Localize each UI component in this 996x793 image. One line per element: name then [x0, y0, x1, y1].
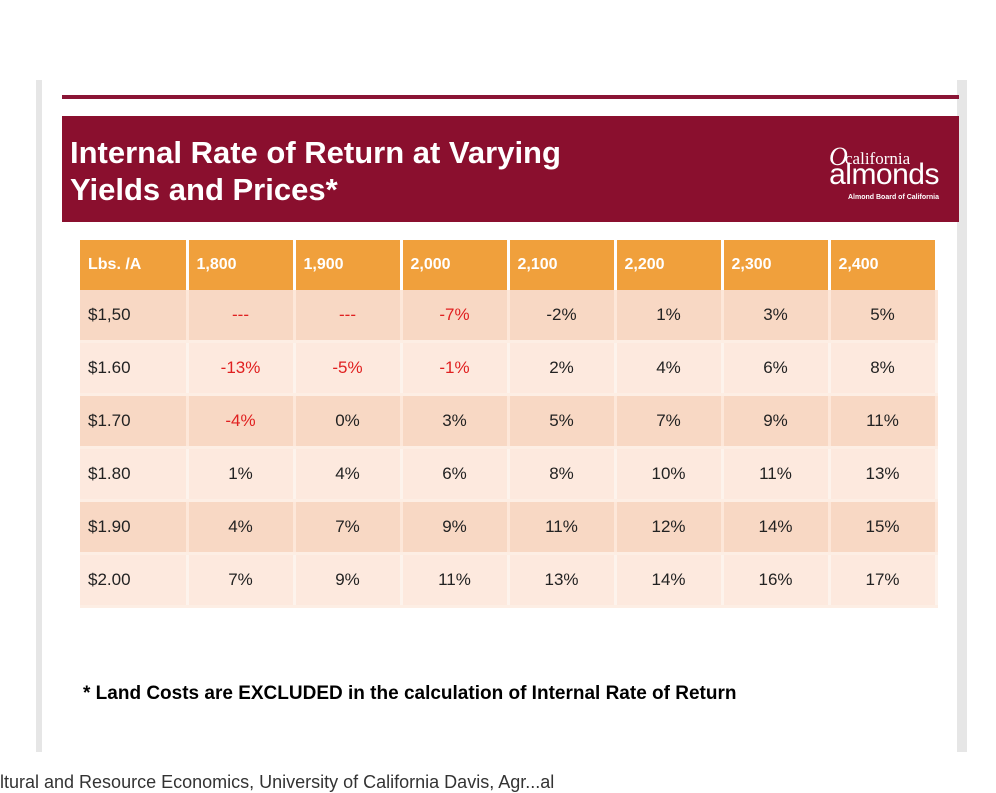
table-row: $1.60 -13% -5% -1% 2% 4% 6% 8% — [80, 341, 938, 396]
irr-cell: 11% — [829, 394, 938, 449]
header-cell: 1,900 — [294, 240, 403, 290]
slide-title: Internal Rate of Return at Varying Yield… — [70, 135, 561, 207]
irr-cell: -13% — [187, 341, 296, 396]
irr-cell: 1% — [187, 447, 296, 502]
irr-cell: 14% — [722, 500, 831, 555]
right-scroll-gutter — [957, 80, 967, 752]
irr-cell: 7% — [615, 394, 724, 449]
header-cell: 1,800 — [187, 240, 296, 290]
irr-cell: 4% — [187, 500, 296, 555]
california-almonds-logo: O california almonds Almond Board of Cal… — [829, 142, 939, 202]
irr-cell: 10% — [615, 447, 724, 502]
irr-cell: --- — [294, 290, 403, 343]
irr-cell: 9% — [722, 394, 831, 449]
header-cell: Lbs. /A — [80, 240, 189, 290]
irr-cell: 9% — [401, 500, 510, 555]
page-caption: ltural and Resource Economics, Universit… — [0, 772, 555, 792]
irr-cell: 16% — [722, 553, 831, 608]
irr-cell: 4% — [294, 447, 403, 502]
logo-subtitle: Almond Board of California — [848, 194, 939, 201]
top-rule — [62, 95, 959, 99]
table-row: $1,50 --- --- -7% -2% 1% 3% 5% — [80, 290, 938, 343]
price-cell: $1.60 — [80, 341, 189, 396]
irr-cell: -1% — [401, 341, 510, 396]
irr-cell: 17% — [829, 553, 938, 608]
price-cell: $1.80 — [80, 447, 189, 502]
irr-cell: 1% — [615, 290, 724, 343]
footnote: * Land Costs are EXCLUDED in the calcula… — [83, 683, 737, 704]
table-header-row: Lbs. /A 1,800 1,900 2,000 2,100 2,200 2,… — [80, 240, 938, 290]
table-row: $1.80 1% 4% 6% 8% 10% 11% 13% — [80, 447, 938, 502]
irr-cell: 3% — [722, 290, 831, 343]
irr-cell: -7% — [401, 290, 510, 343]
irr-cell: 13% — [508, 553, 617, 608]
irr-cell: -2% — [508, 290, 617, 343]
irr-cell: 13% — [829, 447, 938, 502]
title-banner: Internal Rate of Return at Varying Yield… — [62, 116, 959, 222]
irr-cell: --- — [187, 290, 296, 343]
irr-cell: 14% — [615, 553, 724, 608]
logo-big-text: almonds — [829, 158, 939, 191]
irr-cell: 0% — [294, 394, 403, 449]
irr-cell: 8% — [508, 447, 617, 502]
header-cell: 2,300 — [722, 240, 831, 290]
irr-cell: 4% — [615, 341, 724, 396]
header-cell: 2,400 — [829, 240, 938, 290]
irr-table: Lbs. /A 1,800 1,900 2,000 2,100 2,200 2,… — [80, 240, 938, 608]
irr-cell: 12% — [615, 500, 724, 555]
irr-cell: 5% — [508, 394, 617, 449]
irr-cell: 7% — [294, 500, 403, 555]
irr-cell: 6% — [401, 447, 510, 502]
price-cell: $1,50 — [80, 290, 189, 343]
irr-cell: 8% — [829, 341, 938, 396]
table-row: $1.90 4% 7% 9% 11% 12% 14% 15% — [80, 500, 938, 555]
irr-cell: 11% — [508, 500, 617, 555]
irr-cell: 5% — [829, 290, 938, 343]
header-cell: 2,200 — [615, 240, 724, 290]
header-cell: 2,100 — [508, 240, 617, 290]
logo-small-text: california — [845, 149, 911, 168]
irr-cell: -4% — [187, 394, 296, 449]
header-cell: 2,000 — [401, 240, 510, 290]
irr-cell: -5% — [294, 341, 403, 396]
table-row: $1.70 -4% 0% 3% 5% 7% 9% 11% — [80, 394, 938, 449]
price-cell: $2.00 — [80, 553, 189, 608]
irr-cell: 11% — [401, 553, 510, 608]
irr-cell: 11% — [722, 447, 831, 502]
logo-mark-icon: O — [829, 142, 848, 171]
irr-cell: 3% — [401, 394, 510, 449]
irr-cell: 2% — [508, 341, 617, 396]
price-cell: $1.90 — [80, 500, 189, 555]
irr-cell: 9% — [294, 553, 403, 608]
left-scroll-gutter — [36, 80, 42, 752]
irr-cell: 7% — [187, 553, 296, 608]
table-row: $2.00 7% 9% 11% 13% 14% 16% 17% — [80, 553, 938, 608]
irr-cell: 6% — [722, 341, 831, 396]
irr-cell: 15% — [829, 500, 938, 555]
price-cell: $1.70 — [80, 394, 189, 449]
